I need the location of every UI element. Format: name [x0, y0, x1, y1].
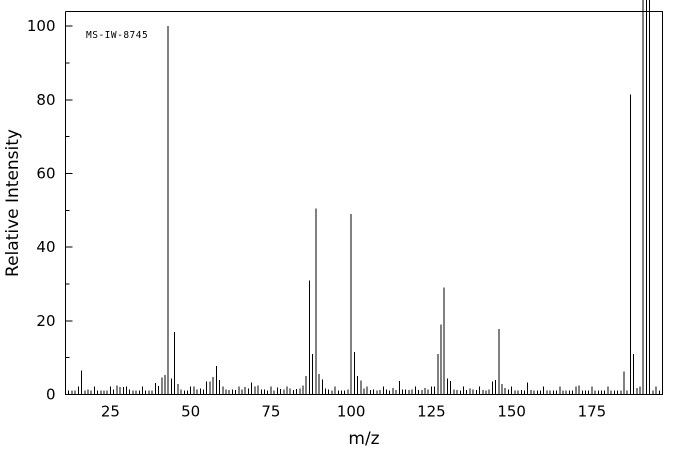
x-tick-label: 100 — [337, 403, 366, 421]
spectrum-id-annotation: MS-IW-8745 — [86, 30, 148, 41]
x-axis-tick-labels: 25 50 75 100 125 150 175 — [101, 403, 606, 421]
x-tick-label: 125 — [417, 403, 446, 421]
y-tick-label: 20 — [36, 312, 55, 330]
x-axis-title: m/z — [348, 429, 379, 449]
x-tick-label: 175 — [578, 403, 607, 421]
x-tick-label: 75 — [261, 403, 280, 421]
plot-frame — [64, 10, 664, 396]
x-tick-label: 150 — [497, 403, 526, 421]
spectrum-peaks — [77, 0, 651, 395]
y-tick-label: 0 — [46, 386, 56, 404]
y-tick-label: 80 — [36, 91, 55, 109]
y-axis-ticks — [65, 25, 73, 395]
x-tick-label: 50 — [181, 403, 200, 421]
y-tick-label: 40 — [36, 238, 55, 256]
y-axis-title: Relative Intensity — [3, 129, 23, 277]
y-axis-tick-labels: 0 20 40 60 80 100 — [27, 17, 56, 403]
x-tick-label: 25 — [101, 403, 120, 421]
y-tick-label: 100 — [27, 17, 56, 35]
y-tick-label: 60 — [36, 165, 55, 183]
